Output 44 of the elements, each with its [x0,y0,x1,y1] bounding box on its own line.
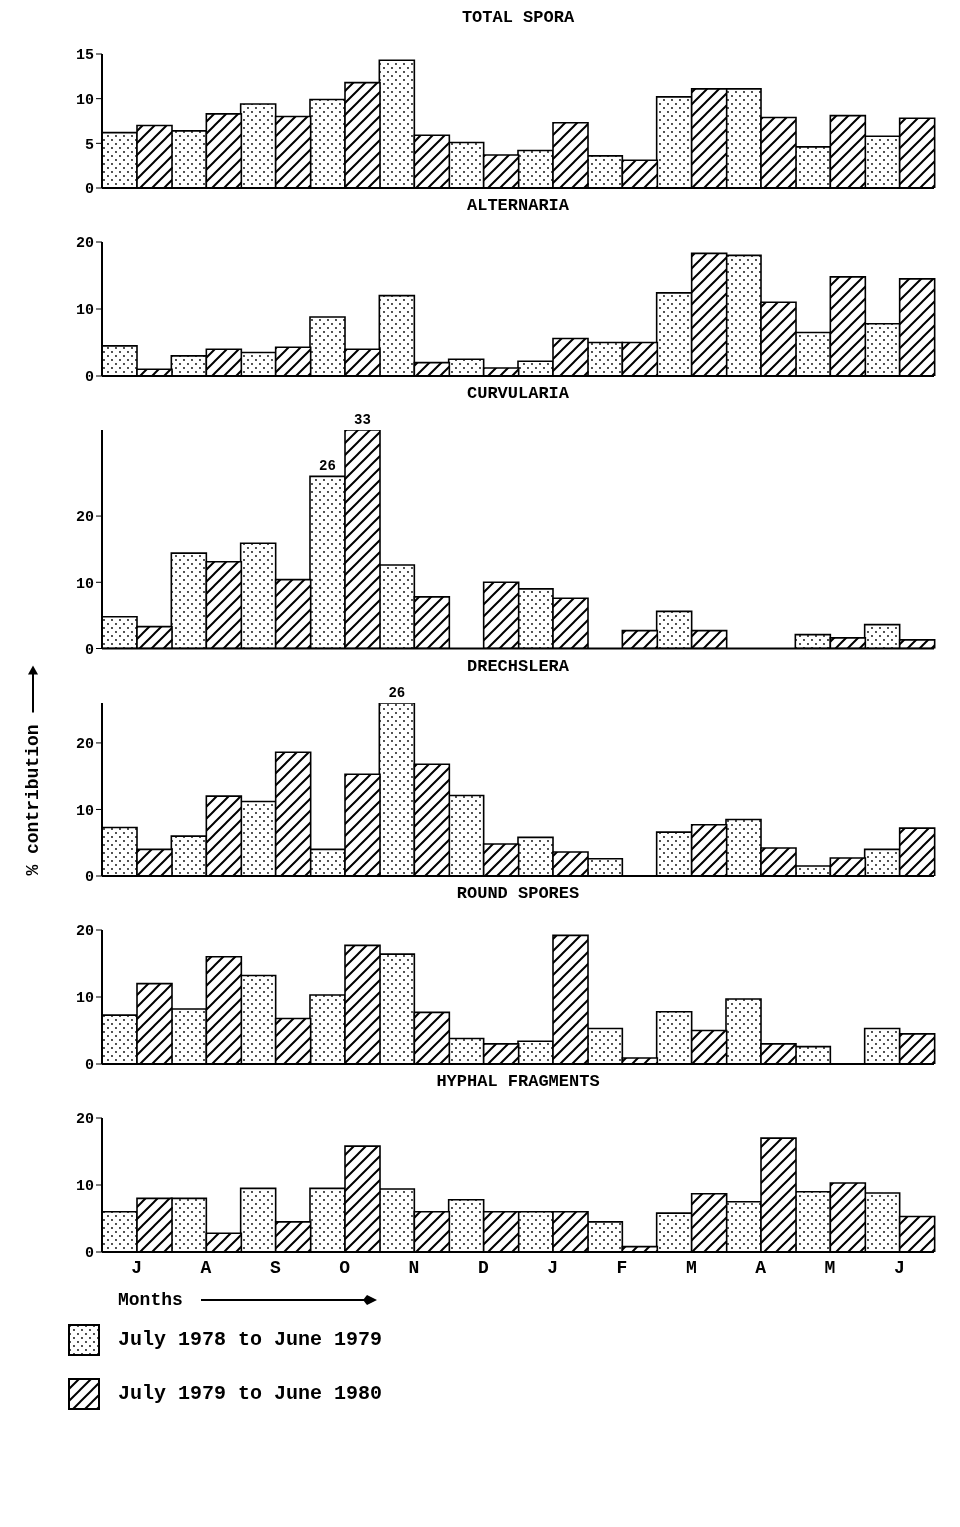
chart-title: TOTAL SPORA [460,8,576,29]
y-tick-label: 20 [75,235,94,253]
y-tick-label: 10 [75,302,94,320]
x-tick-label: M [824,1257,836,1278]
y-tick-label: 0 [84,641,94,659]
y-tick-label: 10 [75,989,94,1007]
x-tick-label: S [269,1257,281,1278]
y-tick-label: 10 [75,91,94,109]
chart-title: ROUND SPORES [456,883,580,903]
x-tick-label: J [547,1257,559,1278]
x-tick-label: J [893,1257,905,1278]
data-label: 26 [319,458,336,475]
y-tick-label: 5 [84,136,94,154]
y-tick-label: 10 [75,1177,94,1195]
chart-title: HYPHAL FRAGMENTS [436,1071,600,1091]
y-tick-label: 20 [75,1110,94,1128]
y-tick-label: 20 [75,922,94,940]
data-label: 26 [388,684,406,701]
x-tick-label: D [477,1257,489,1278]
y-tick-label: 10 [75,575,94,593]
y-tick-label: 20 [75,509,94,527]
legend-label: July 1979 to June 1980 [118,1382,383,1405]
x-tick-label: N [408,1257,420,1278]
y-tick-label: 15 [75,47,94,65]
chart-title: CURVULARIA [466,384,570,403]
y-tick-label: 10 [75,802,94,820]
x-tick-label: M [685,1257,697,1278]
chart-title: ALTERNARIA [466,196,570,215]
y-tick-label: 0 [84,369,94,387]
chart-title: DRECHSLERA [466,656,570,676]
y-tick-label: 0 [84,1056,94,1074]
legend-label: July 1978 to June 1979 [118,1328,383,1351]
x-tick-label: A [755,1257,767,1278]
x-axis-title: Months [118,1289,183,1310]
y-tick-label: 0 [84,1244,94,1262]
x-tick-label: F [616,1257,628,1278]
x-tick-label: J [131,1257,143,1278]
y-tick-label: 0 [84,868,94,886]
x-tick-label: O [339,1257,351,1278]
data-label: 33 [354,412,371,428]
y-tick-label: 20 [75,735,94,753]
x-tick-label: A [200,1257,212,1278]
y-tick-label: 0 [84,181,94,199]
y-axis-title: % contribution [23,724,43,876]
